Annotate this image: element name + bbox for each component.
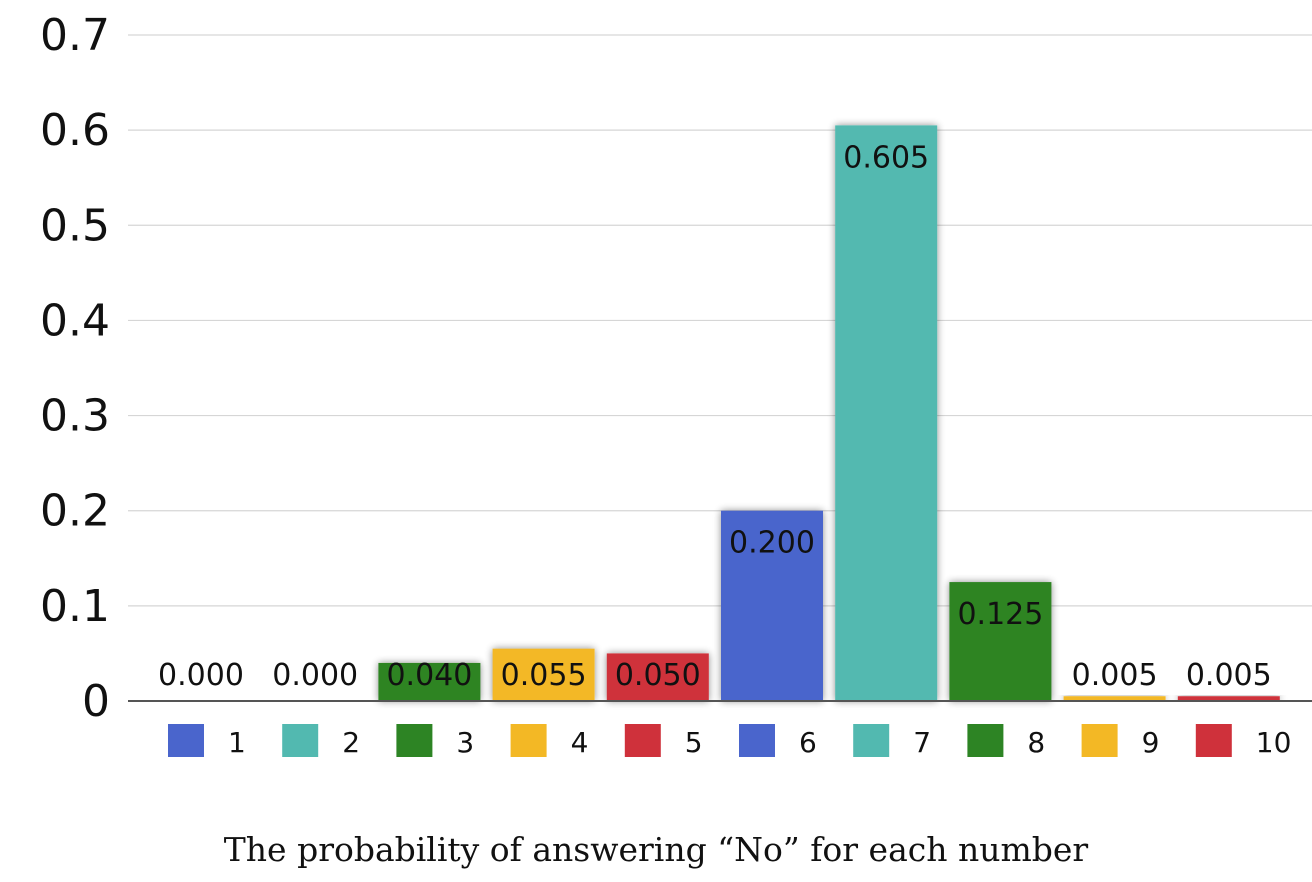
legend-label-10: 10 bbox=[1256, 726, 1292, 759]
legend-label-5: 5 bbox=[685, 726, 703, 759]
bar-10 bbox=[1177, 696, 1280, 701]
data-label-7: 0.605 bbox=[843, 140, 929, 175]
legend-swatch-1 bbox=[168, 724, 204, 757]
bars bbox=[378, 125, 1280, 701]
data-label-3: 0.040 bbox=[386, 658, 472, 693]
legend-label-8: 8 bbox=[1027, 726, 1045, 759]
data-labels: 0.000 0.000 0.040 0.055 0.050 0.200 0.605 0.125… bbox=[158, 140, 1272, 693]
data-label-4: 0.055 bbox=[501, 658, 587, 693]
legend-label-9: 9 bbox=[1142, 726, 1160, 759]
legend-swatch-2 bbox=[282, 724, 319, 757]
legend-label-3: 3 bbox=[456, 726, 474, 759]
legend-label-2: 2 bbox=[342, 726, 360, 759]
y-tick-label: 0.7 bbox=[40, 10, 110, 61]
data-label-10: 0.005 bbox=[1186, 658, 1272, 693]
data-label-9: 0.005 bbox=[1072, 658, 1158, 693]
legend-label-7: 7 bbox=[913, 726, 931, 759]
legend-label-1: 1 bbox=[228, 726, 246, 759]
legend: 1 2 3 4 5 6 7 8 9 10 bbox=[168, 724, 1291, 759]
legend-label-4: 4 bbox=[571, 726, 589, 759]
data-label-5: 0.050 bbox=[615, 658, 701, 693]
y-axis-tick-labels: 0 0.1 0.2 0.3 0.4 0.5 0.6 0.7 bbox=[40, 10, 110, 727]
bar-3 bbox=[378, 662, 481, 701]
legend-swatch-7 bbox=[853, 724, 890, 757]
bar-8 bbox=[949, 582, 1052, 701]
y-tick-label: 0.6 bbox=[40, 105, 110, 156]
data-label-6: 0.200 bbox=[729, 526, 815, 561]
y-tick-label: 0 bbox=[82, 676, 110, 727]
bar-9 bbox=[1063, 696, 1166, 701]
bar-chart: 00.10.20.30.40.50.60.7 0.000 0.000 0.040 0.… bbox=[40, 10, 1312, 759]
legend-swatch-10 bbox=[1195, 724, 1232, 757]
bar-7 bbox=[835, 125, 938, 701]
x-axis-caption: The probability of answering “No” for ea… bbox=[223, 830, 1089, 869]
legend-swatch-4 bbox=[510, 724, 547, 757]
gridlines bbox=[128, 34, 1312, 607]
legend-label-6: 6 bbox=[799, 726, 817, 759]
legend-swatch-3 bbox=[396, 724, 433, 757]
y-tick-label: 0.5 bbox=[40, 200, 110, 251]
y-tick-label: 0.3 bbox=[40, 391, 110, 442]
legend-swatch-8 bbox=[967, 724, 1004, 757]
bar-6 bbox=[721, 510, 823, 701]
y-tick-label: 0.4 bbox=[40, 295, 110, 346]
legend-swatch-9 bbox=[1081, 724, 1118, 757]
legend-swatch-5 bbox=[624, 724, 661, 757]
bar-4 bbox=[492, 648, 595, 701]
y-tick-label: 0.1 bbox=[40, 581, 110, 632]
data-label-1: 0.000 bbox=[158, 658, 244, 693]
y-tick-label: 0.2 bbox=[40, 486, 110, 537]
bar-5 bbox=[606, 653, 709, 701]
legend-swatch-6 bbox=[739, 724, 775, 757]
data-label-2: 0.000 bbox=[272, 658, 358, 693]
data-label-8: 0.125 bbox=[957, 597, 1043, 632]
